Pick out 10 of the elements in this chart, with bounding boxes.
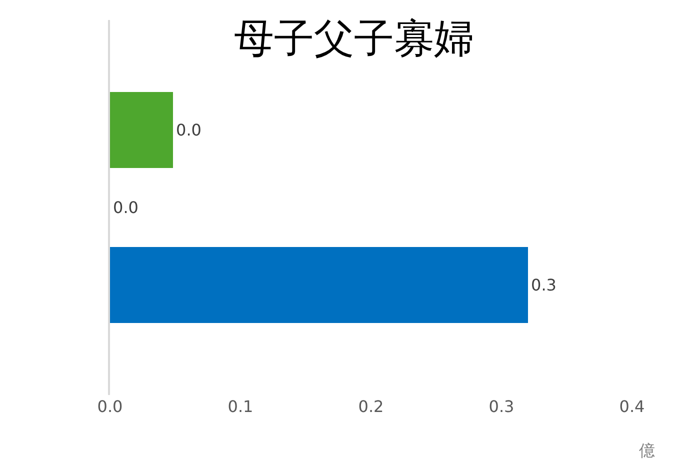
data-label: 0.0 xyxy=(176,120,202,140)
data-label: 0.3 xyxy=(531,276,556,294)
x-tick-label: 0.2 xyxy=(358,397,384,416)
x-tick-label: 0.3 xyxy=(488,397,514,416)
data-label: 0.0 xyxy=(113,198,138,217)
chart-title: 母子父子寡婦 xyxy=(234,16,474,62)
x-tick-label: 0.0 xyxy=(97,397,123,416)
x-axis-title: 億 xyxy=(639,441,655,460)
x-tick-label: 0.1 xyxy=(228,397,254,416)
x-tick-label: 0.4 xyxy=(619,397,645,416)
